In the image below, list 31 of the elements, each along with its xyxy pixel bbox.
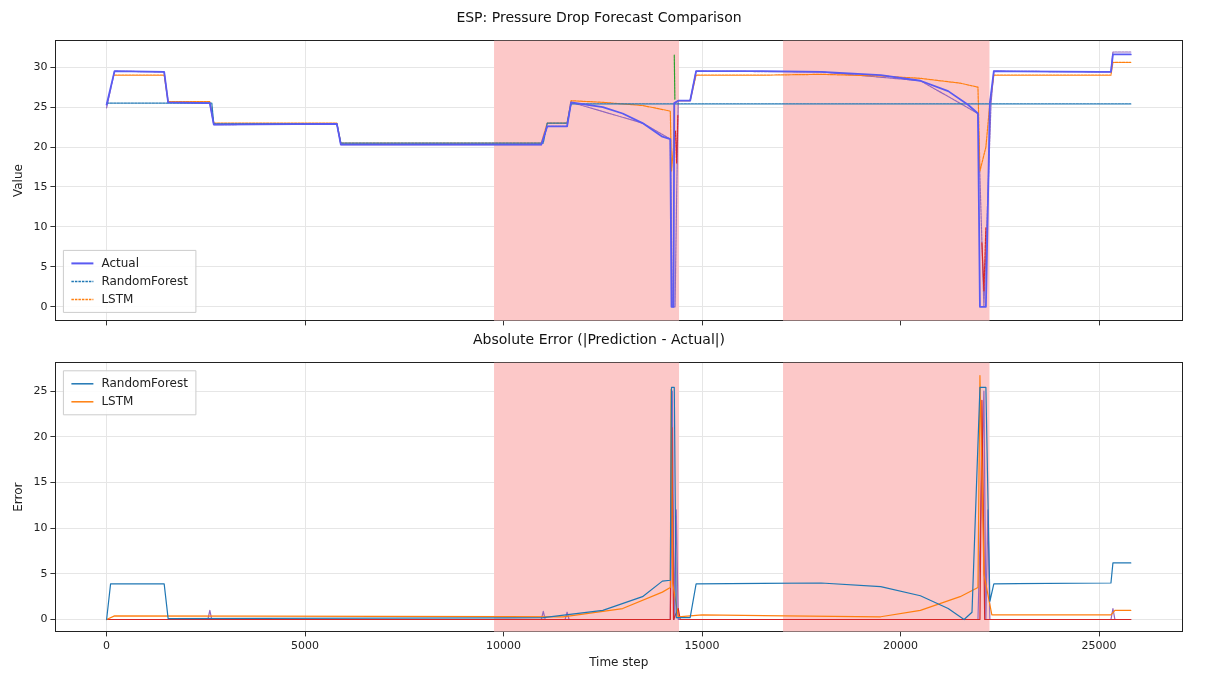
y-tick-label: 10 <box>33 521 48 535</box>
y-tick-label: 0 <box>40 299 48 313</box>
y-tick-label: 30 <box>33 60 48 74</box>
x-tick-label: 20000 <box>883 638 919 652</box>
y-tick-label: 15 <box>33 475 48 489</box>
y-tick-label: 5 <box>40 259 48 273</box>
legend-label: LSTM <box>101 393 134 408</box>
legend-label: RandomForest <box>101 273 189 288</box>
x-tick-label: 15000 <box>684 638 720 652</box>
y-tick-label: 15 <box>33 179 48 193</box>
legend-label: LSTM <box>101 291 134 306</box>
line-series <box>106 102 1132 144</box>
legend-label: Actual <box>101 255 139 270</box>
line-series <box>113 61 1132 172</box>
y-tick-label: 20 <box>33 139 48 153</box>
chart-title: ESP: Pressure Drop Forecast Comparison <box>456 9 742 26</box>
y-axis-title: Error <box>11 482 26 512</box>
y-axis-title: Value <box>11 164 26 198</box>
legend-label: RandomForest <box>101 375 189 390</box>
y-tick-label: 5 <box>40 566 48 580</box>
y-tick-label: 25 <box>33 99 48 113</box>
y-tick-label: 10 <box>33 219 48 233</box>
y-tick-label: 0 <box>40 612 48 626</box>
chart-title: Absolute Error (|Prediction - Actual|) <box>473 331 725 349</box>
x-tick-label: 5000 <box>291 638 320 652</box>
y-tick-label: 25 <box>33 383 48 397</box>
x-tick-label: 10000 <box>486 638 522 652</box>
x-axis-title: Time step <box>588 654 649 669</box>
x-tick-label: 0 <box>103 638 111 652</box>
x-tick-label: 25000 <box>1081 638 1117 652</box>
y-tick-label: 20 <box>33 429 48 443</box>
